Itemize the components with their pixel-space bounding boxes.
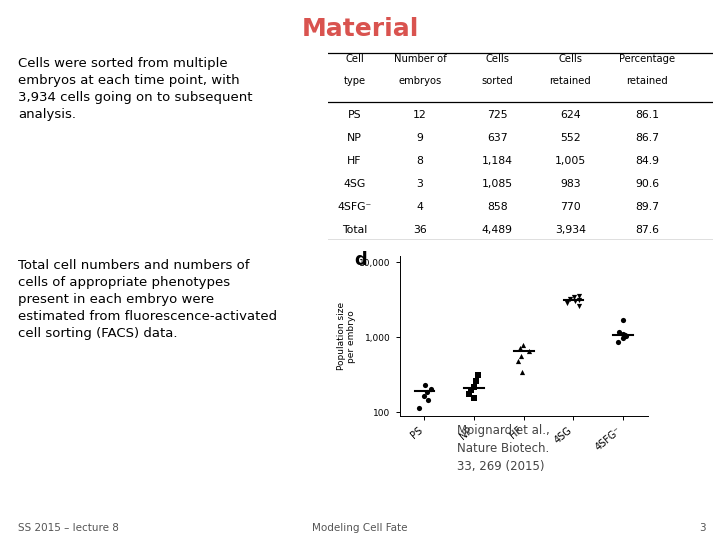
Point xyxy=(573,292,585,300)
Point xyxy=(465,386,477,394)
Point xyxy=(514,343,526,352)
Point xyxy=(516,352,527,360)
Text: 89.7: 89.7 xyxy=(635,202,660,212)
Text: 552: 552 xyxy=(560,133,580,143)
Point xyxy=(569,297,580,306)
Point xyxy=(573,301,585,310)
Point xyxy=(574,296,585,305)
Text: Cell: Cell xyxy=(345,55,364,64)
Text: 12: 12 xyxy=(413,110,427,120)
Text: 1,085: 1,085 xyxy=(482,179,513,189)
Text: 1,184: 1,184 xyxy=(482,156,513,166)
Point xyxy=(613,338,624,346)
Point xyxy=(422,388,433,397)
Text: 87.6: 87.6 xyxy=(635,225,660,235)
Y-axis label: Population size
per embryo: Population size per embryo xyxy=(337,302,356,370)
Text: Cells: Cells xyxy=(558,55,582,64)
Point xyxy=(621,332,632,340)
Text: NP: NP xyxy=(347,133,362,143)
Text: Moignard et al.,
Nature Biotech.
33, 269 (2015): Moignard et al., Nature Biotech. 33, 269… xyxy=(457,424,550,473)
Text: 36: 36 xyxy=(413,225,427,235)
Text: 3: 3 xyxy=(699,523,706,533)
Point xyxy=(617,316,629,325)
Point xyxy=(617,329,629,338)
Point xyxy=(425,384,436,393)
Text: 86.7: 86.7 xyxy=(635,133,660,143)
Point xyxy=(562,299,573,308)
Text: 725: 725 xyxy=(487,110,508,120)
Text: 4: 4 xyxy=(417,202,423,212)
Text: type: type xyxy=(343,76,366,86)
Point xyxy=(518,341,529,350)
Text: 90.6: 90.6 xyxy=(635,179,660,189)
Text: Total cell numbers and numbers of
cells of appropriate phenotypes
present in eac: Total cell numbers and numbers of cells … xyxy=(18,259,277,340)
Text: retained: retained xyxy=(626,76,668,86)
Point xyxy=(423,396,434,404)
Text: 4SG: 4SG xyxy=(343,179,366,189)
Text: 1,005: 1,005 xyxy=(554,156,586,166)
Point xyxy=(513,357,524,366)
Point xyxy=(618,334,629,342)
Text: sorted: sorted xyxy=(481,76,513,86)
Text: 4SFG⁻: 4SFG⁻ xyxy=(338,202,372,212)
Text: 858: 858 xyxy=(487,202,508,212)
Text: Total: Total xyxy=(342,225,367,235)
Text: embryos: embryos xyxy=(398,76,441,86)
Text: d: d xyxy=(354,251,367,269)
Text: SS 2015 – lecture 8: SS 2015 – lecture 8 xyxy=(18,523,119,533)
Point xyxy=(620,330,631,339)
Point xyxy=(523,347,535,355)
Point xyxy=(568,293,580,301)
Text: PS: PS xyxy=(348,110,361,120)
Text: Percentage: Percentage xyxy=(619,55,675,64)
Text: 983: 983 xyxy=(560,179,580,189)
Point xyxy=(472,370,484,379)
Point xyxy=(564,294,576,303)
Text: HF: HF xyxy=(347,156,362,166)
Point xyxy=(413,403,425,412)
Text: retained: retained xyxy=(549,76,591,86)
Point xyxy=(613,328,625,336)
Text: 4,489: 4,489 xyxy=(482,225,513,235)
Text: 84.9: 84.9 xyxy=(635,156,660,166)
Point xyxy=(469,394,480,402)
Text: 770: 770 xyxy=(560,202,580,212)
Point xyxy=(418,392,429,400)
Text: 3: 3 xyxy=(417,179,423,189)
Point xyxy=(468,382,480,391)
Text: 3,934: 3,934 xyxy=(555,225,586,235)
Text: Material: Material xyxy=(301,17,419,41)
Text: Cells: Cells xyxy=(485,55,509,64)
Point xyxy=(516,367,528,376)
Point xyxy=(471,376,482,385)
Text: 8: 8 xyxy=(417,156,423,166)
Point xyxy=(419,380,431,389)
Point xyxy=(463,390,474,399)
Text: 9: 9 xyxy=(417,133,423,143)
Text: 637: 637 xyxy=(487,133,508,143)
Text: 624: 624 xyxy=(560,110,580,120)
Text: Cells were sorted from multiple
embryos at each time point, with
3,934 cells goi: Cells were sorted from multiple embryos … xyxy=(18,57,253,121)
Text: Number of: Number of xyxy=(394,55,446,64)
Text: 86.1: 86.1 xyxy=(635,110,660,120)
Text: Modeling Cell Fate: Modeling Cell Fate xyxy=(312,523,408,533)
